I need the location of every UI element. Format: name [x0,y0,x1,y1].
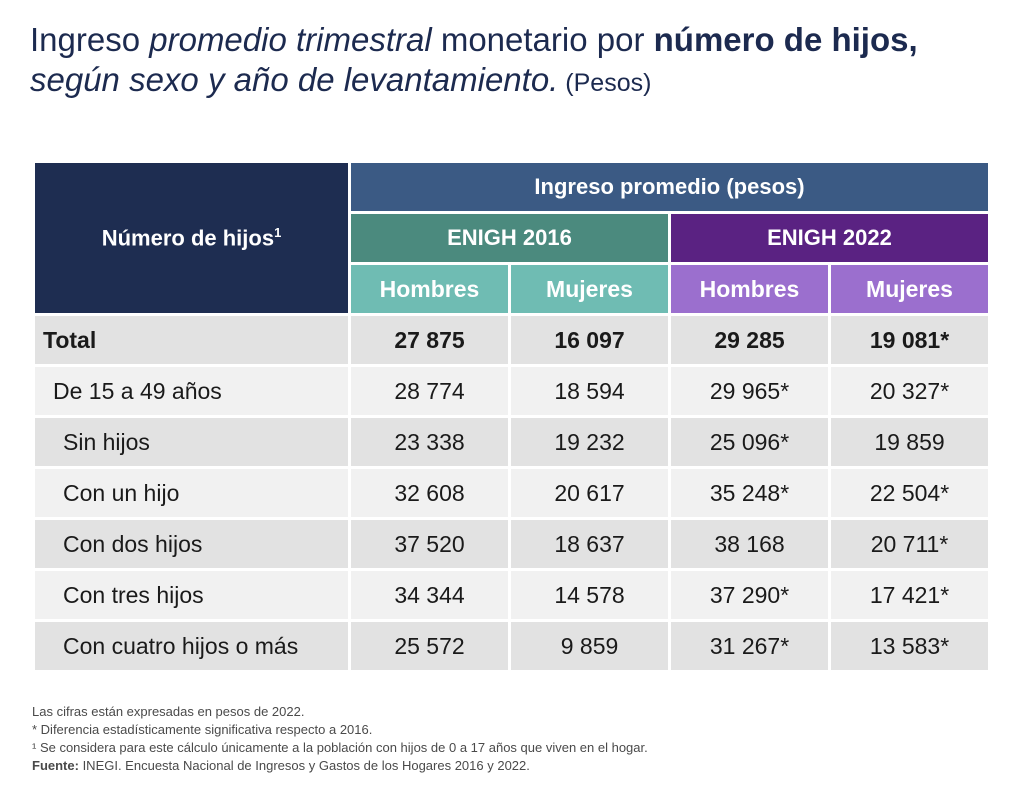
sub-header-2022-hombres: Hombres [671,265,828,313]
enigh-2022-header: ENIGH 2022 [671,214,988,262]
title-part-3: monetario por [431,21,654,58]
table-row: Con tres hijos 34 344 14 578 37 290* 17 … [35,571,988,619]
cell-value: 20 617 [511,469,668,517]
cell-value: 34 344 [351,571,508,619]
cell-value: 28 774 [351,367,508,415]
cell-value: 16 097 [511,316,668,364]
corner-label: Número de hijos [101,225,275,251]
table-row: Con un hijo 32 608 20 617 35 248* 22 504… [35,469,988,517]
source-text: INEGI. Encuesta Nacional de Ingresos y G… [78,758,530,773]
cell-value: 19 081* [831,316,988,364]
cell-value: 23 338 [351,418,508,466]
row-label: De 15 a 49 años [35,367,348,415]
main-header: Ingreso promedio (pesos) [351,163,988,211]
row-label: Total [35,316,348,364]
cell-value: 35 248* [671,469,828,517]
cell-value: 17 421* [831,571,988,619]
cell-value: 18 594 [511,367,668,415]
note-currency: Las cifras están expresadas en pesos de … [32,704,305,719]
cell-value: 13 583* [831,622,988,670]
table-row: De 15 a 49 años 28 774 18 594 29 965* 20… [35,367,988,415]
title-part-5: según sexo y año de levantamiento. [30,61,559,98]
sub-header-2016-mujeres: Mujeres [511,265,668,313]
row-label: Sin hijos [35,418,348,466]
cell-value: 22 504* [831,469,988,517]
title-part-2: promedio trimestral [149,21,432,58]
cell-value: 9 859 [511,622,668,670]
cell-value: 25 572 [351,622,508,670]
cell-value: 20 711* [831,520,988,568]
source-label: Fuente: [32,758,79,773]
cell-value: 19 859 [831,418,988,466]
title-units: (Pesos) [558,69,652,97]
cell-value: 37 520 [351,520,508,568]
cell-value: 29 965* [671,367,828,415]
row-label: Con un hijo [35,469,348,517]
table-row: Total 27 875 16 097 29 285 19 081* [35,316,988,364]
table-row: Con dos hijos 37 520 18 637 38 168 20 71… [35,520,988,568]
income-table: Número de hijos1 Ingreso promedio (pesos… [32,160,991,673]
footnote-marker: 1 [274,224,282,240]
corner-header: Número de hijos1 [35,163,348,313]
cell-value: 38 168 [671,520,828,568]
table-row: Sin hijos 23 338 19 232 25 096* 19 859 [35,418,988,466]
cell-value: 18 637 [511,520,668,568]
cell-value: 31 267* [671,622,828,670]
cell-value: 25 096* [671,418,828,466]
cell-value: 19 232 [511,418,668,466]
cell-value: 32 608 [351,469,508,517]
note-significance: * Diferencia estadísticamente significat… [32,722,373,737]
sub-header-2016-hombres: Hombres [351,265,508,313]
title-part-4: número de hijos, [653,21,918,58]
cell-value: 37 290* [671,571,828,619]
note-source: Fuente: INEGI. Encuesta Nacional de Ingr… [32,757,992,775]
row-label: Con tres hijos [35,571,348,619]
sub-header-2022-mujeres: Mujeres [831,265,988,313]
enigh-2016-header: ENIGH 2016 [351,214,668,262]
title-part-1: Ingreso [30,21,150,58]
cell-value: 20 327* [831,367,988,415]
row-label: Con cuatro hijos o más [35,622,348,670]
page-title: Ingreso promedio trimestral monetario po… [30,20,1010,103]
row-label: Con dos hijos [35,520,348,568]
footnotes: Las cifras están expresadas en pesos de … [32,703,992,775]
note-population: ¹ Se considera para este cálculo únicame… [32,740,648,755]
cell-value: 27 875 [351,316,508,364]
cell-value: 29 285 [671,316,828,364]
table-row: Con cuatro hijos o más 25 572 9 859 31 2… [35,622,988,670]
cell-value: 14 578 [511,571,668,619]
